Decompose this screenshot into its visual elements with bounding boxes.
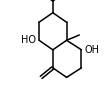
Text: OH: OH (85, 45, 100, 55)
Text: HO: HO (21, 35, 36, 45)
